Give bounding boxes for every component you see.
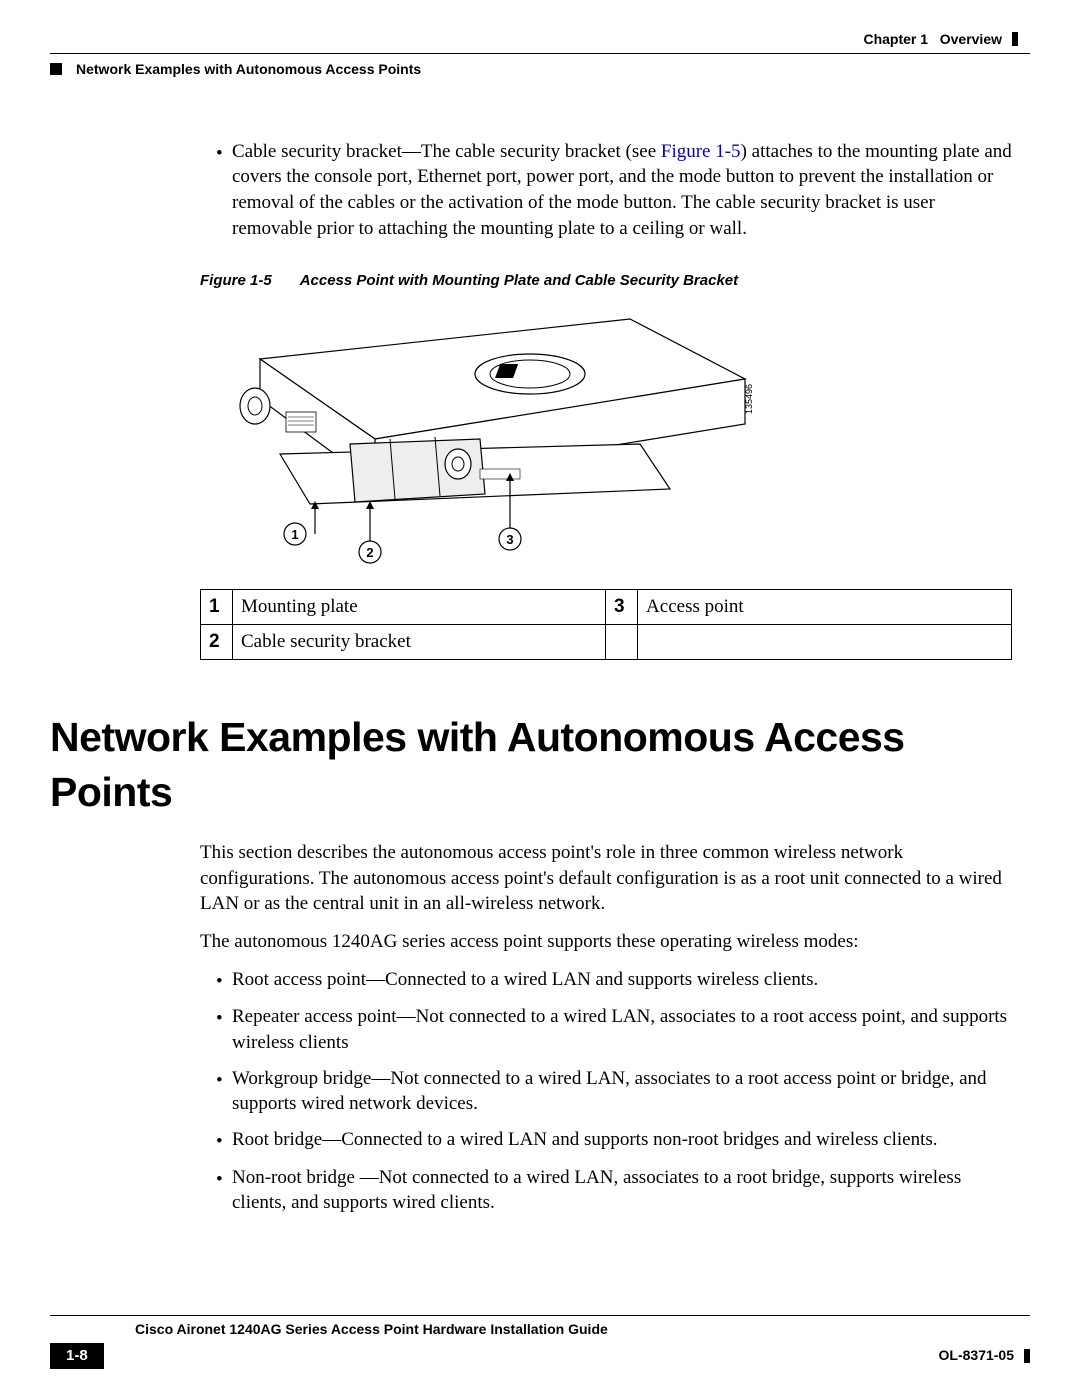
bullet-dot-icon: • [216,1004,232,1055]
footer-guide-title: Cisco Aironet 1240AG Series Access Point… [50,1320,1030,1339]
access-point-diagram: 135496 1 2 3 [200,304,760,564]
chapter-title: Overview [940,30,1002,49]
document-id: OL-8371-05 [939,1346,1014,1365]
bullet-dot-icon: • [216,1066,232,1117]
svg-text:3: 3 [506,532,513,547]
intro-lead: Cable security bracket—The cable securit… [232,141,661,162]
running-section: Network Examples with Autonomous Access … [50,60,1030,79]
section-para-2: The autonomous 1240AG series access poin… [200,929,1012,955]
bullet-dot-icon: • [216,139,232,242]
chapter-label: Chapter 1 [863,30,928,49]
footer-rule [50,1315,1030,1316]
figure-caption: Figure 1-5 Access Point with Mounting Pla… [200,271,1012,291]
svg-text:1: 1 [291,527,298,542]
legend-num: 3 [606,590,638,625]
page-footer: Cisco Aironet 1240AG Series Access Point… [50,1315,1030,1369]
section-square-icon [50,63,62,75]
table-row: 1 Mounting plate 3 Access point [201,590,1012,625]
figure-title: Access Point with Mounting Plate and Cab… [300,272,738,289]
section-para-1: This section describes the autonomous ac… [200,840,1012,917]
modes-list: •Root access point—Connected to a wired … [216,967,1012,1216]
header-end-bar-icon [1012,32,1018,46]
list-item: •Root bridge—Connected to a wired LAN an… [216,1127,1012,1155]
legend-num: 1 [201,590,233,625]
figure-illustration: 135496 1 2 3 [200,304,1012,572]
intro-bullet-text: Cable security bracket—The cable securit… [232,139,1012,242]
footer-end-bar-icon [1024,1349,1030,1363]
page-header: Chapter 1 Overview [50,30,1030,49]
bullet-dot-icon: • [216,1165,232,1216]
mode-text: Repeater access point—Not connected to a… [232,1004,1012,1055]
section-name: Network Examples with Autonomous Access … [76,60,421,79]
mode-text: Root access point—Connected to a wired L… [232,967,818,995]
intro-bullet: • Cable security bracket—The cable secur… [216,139,1012,242]
list-item: •Non-root bridge —Not connected to a wir… [216,1165,1012,1216]
legend-label: Mounting plate [233,590,606,625]
svg-text:2: 2 [366,545,373,560]
bullet-dot-icon: • [216,1127,232,1155]
section-heading: Network Examples with Autonomous Access … [50,710,1030,821]
list-item: •Workgroup bridge—Not connected to a wir… [216,1066,1012,1117]
legend-empty [606,624,638,659]
header-rule [50,53,1030,54]
mode-text: Non-root bridge —Not connected to a wire… [232,1165,1012,1216]
legend-num: 2 [201,624,233,659]
table-row: 2 Cable security bracket [201,624,1012,659]
mode-text: Workgroup bridge—Not connected to a wire… [232,1066,1012,1117]
figure-legend-table: 1 Mounting plate 3 Access point 2 Cable … [200,589,1012,659]
figure-number: Figure 1-5 [200,272,272,289]
mode-text: Root bridge—Connected to a wired LAN and… [232,1127,938,1155]
figure-side-label: 135496 [744,384,754,414]
page-number: 1-8 [50,1343,104,1369]
figure-link[interactable]: Figure 1-5 [661,141,741,162]
list-item: •Repeater access point—Not connected to … [216,1004,1012,1055]
legend-label: Cable security bracket [233,624,606,659]
legend-label: Access point [638,590,1012,625]
legend-empty [638,624,1012,659]
list-item: •Root access point—Connected to a wired … [216,967,1012,995]
bullet-dot-icon: • [216,967,232,995]
